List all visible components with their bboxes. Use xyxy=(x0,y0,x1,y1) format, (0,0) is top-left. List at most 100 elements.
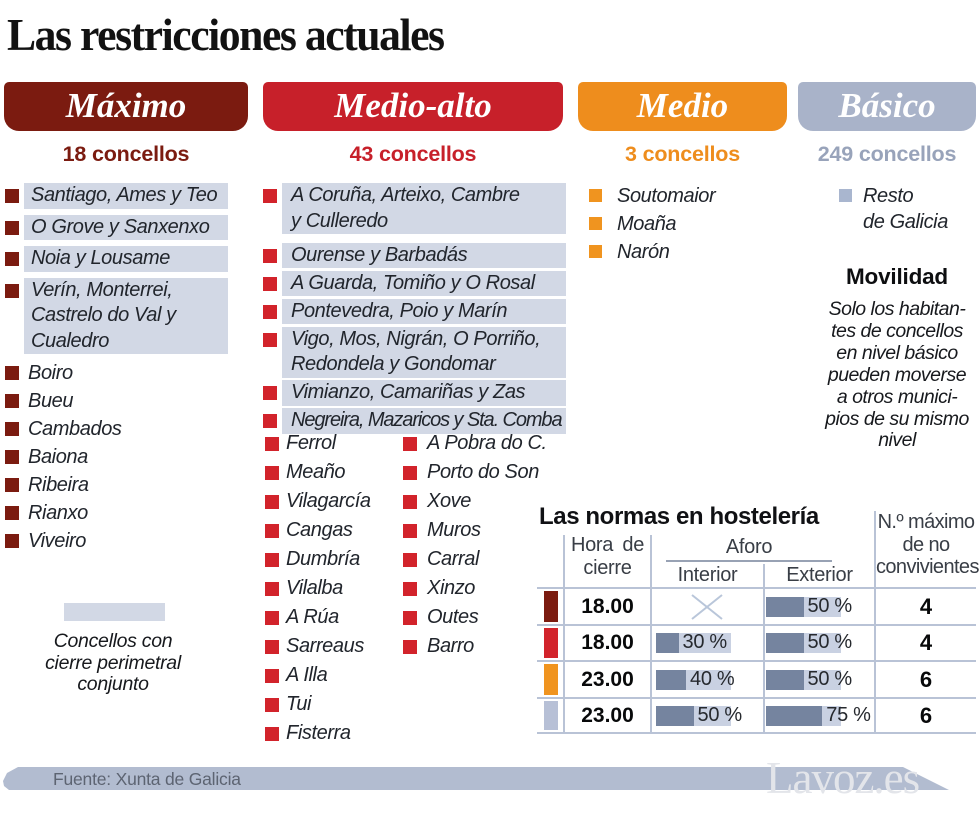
list-item: Meaño xyxy=(265,460,415,486)
interior-bar-fill xyxy=(656,633,679,653)
level-header-4: Básico xyxy=(798,82,976,131)
table-row-1: 18.00 50 % 4 xyxy=(537,589,976,624)
list-item-text: A Rúa xyxy=(286,606,339,628)
level-count-4: 249 concellos xyxy=(817,142,957,166)
interior-bar-label: 30 % xyxy=(682,631,728,654)
list-item-text: A Illa xyxy=(286,664,328,686)
bullet-square xyxy=(263,414,277,428)
list-item: A Rúa xyxy=(265,605,415,631)
list-item-text: Narón xyxy=(617,239,787,265)
text-line: A Coruña, Arteixo, Cambre xyxy=(291,184,520,206)
max-non-cohabitants-cell: 6 xyxy=(919,666,933,692)
exterior-bar-fill xyxy=(766,596,804,617)
list-item: Noia y Lousame xyxy=(5,246,228,272)
bullet-square xyxy=(839,189,852,202)
list-item-text: Moaña xyxy=(617,211,787,237)
exterior-bar-fill xyxy=(766,669,804,690)
table-hline-bottom xyxy=(537,732,976,734)
list-item: Rianxo xyxy=(4,500,248,526)
bullet-square xyxy=(263,189,277,203)
level-count-3: 3 concellos xyxy=(625,142,740,166)
list-item-text: Vilagarcía xyxy=(286,490,371,512)
text-line: Vigo, Mos, Nigrán, O Porriño, xyxy=(291,327,541,350)
list-item-text: Santiago, Ames y Teo xyxy=(31,183,228,209)
table-row-4: 23.00 50 % 75 % 6 xyxy=(537,699,976,732)
bullet-square xyxy=(265,727,279,741)
text-line: Vimianzo, Camariñas y Zas xyxy=(291,381,526,403)
list-item-text: A Pobra do C. xyxy=(427,432,547,454)
list-item-text: Resto de Galicia xyxy=(863,183,976,235)
bullet-square xyxy=(5,220,19,235)
level-list-2: A Coruña, Arteixo, Cambre y Culleredo Oure… xyxy=(263,183,566,436)
bullet-square xyxy=(589,217,602,230)
closing-time-cell: 18.00 xyxy=(581,594,634,618)
text-line: Ourense y Barbadás xyxy=(291,243,468,266)
list-item: Xinzo xyxy=(403,576,553,602)
row-level-swatch xyxy=(544,701,558,730)
bullet-square xyxy=(403,466,417,480)
interior-bar-fill xyxy=(656,705,694,726)
list-item-text: Porto do Son xyxy=(427,461,539,483)
max-non-cohabitants-cell: 4 xyxy=(919,593,933,619)
exterior-bar-label: 50 % xyxy=(807,594,853,617)
list-item: Cangas xyxy=(265,518,415,544)
aforo-underline xyxy=(666,560,832,562)
bullet-square xyxy=(263,276,277,291)
table-row-3: 23.00 40 % 50 % 6 xyxy=(537,662,976,697)
text-line: pios de su mismo xyxy=(825,407,969,430)
interior-bar-track: 30 % xyxy=(656,631,731,654)
bullet-square xyxy=(5,189,19,203)
text-line: Rianxo xyxy=(28,502,88,524)
bullet-square xyxy=(403,640,417,654)
list-item-text: Ribeira xyxy=(28,472,248,498)
text-line: Solo los habitan- xyxy=(828,298,966,320)
level-list-4: Resto de Galicia xyxy=(798,183,976,237)
bullet-square xyxy=(265,466,279,480)
row-level-swatch xyxy=(544,628,558,658)
list-item: Vimianzo, Camariñas y Zas xyxy=(263,380,566,406)
list-item-text: Xove xyxy=(427,490,471,512)
bullet-square xyxy=(5,478,19,492)
max-non-cohabitants-cell: 6 xyxy=(919,702,933,728)
bullet-square xyxy=(265,437,279,451)
level-column-3: Medio 3 concellos Soutomaior Moaña Narón xyxy=(578,0,787,770)
text-line: Baiona xyxy=(28,446,88,468)
interior-bar-track: 40 % xyxy=(656,668,735,690)
footer-bar xyxy=(3,767,949,790)
interior-bar-fill xyxy=(656,669,686,690)
text-line: nivel xyxy=(878,429,916,452)
list-item-text: Tui xyxy=(286,693,312,715)
no-data-cross-icon xyxy=(691,593,723,620)
list-item: Fisterra xyxy=(265,721,415,747)
text-line: cierre perimetral xyxy=(45,651,181,674)
list-item-text: Xinzo xyxy=(427,577,476,599)
bullet-square xyxy=(589,245,602,258)
bullet-square xyxy=(263,248,277,263)
list-item-text: Barro xyxy=(427,635,474,657)
max-non-cohabitants-cell: 4 xyxy=(919,630,933,655)
list-item: Xove xyxy=(403,489,553,515)
list-item-text: Baiona xyxy=(28,444,248,470)
list-item: Soutomaior xyxy=(578,183,787,209)
text-line: Concellos con xyxy=(53,630,173,652)
bullet-square xyxy=(5,283,19,298)
list-item-text: A Coruña, Arteixo, Cambre y Culleredo xyxy=(291,183,566,234)
text-line: Cualedro xyxy=(31,329,109,352)
list-item: Porto do Son xyxy=(403,460,553,486)
bullet-square xyxy=(5,366,19,380)
bullet-square xyxy=(589,189,602,202)
level-count-1: 18 concellos xyxy=(62,142,190,166)
level-column-4: Básico 249 concellos Resto de Galicia xyxy=(798,0,976,770)
list-item-text: Vigo, Mos, Nigrán, O Porriño, Redondela y… xyxy=(291,327,566,378)
bullet-square xyxy=(403,582,417,596)
bullet-square xyxy=(5,506,19,520)
text-line: Narón xyxy=(617,241,670,263)
level-column-2: Medio-alto 43 concellos A Coruña, Arteixo,… xyxy=(263,0,566,770)
bullet-square xyxy=(5,422,19,436)
movilidad-text: Solo los habitan-tes de concellos en nive… xyxy=(806,298,980,452)
exterior-bar-track: 50 % xyxy=(766,595,852,617)
bullet-square xyxy=(263,304,277,319)
text-line: a otros munici- xyxy=(836,385,958,408)
text-line: de Galicia xyxy=(863,211,948,233)
bullet-square xyxy=(5,534,19,548)
